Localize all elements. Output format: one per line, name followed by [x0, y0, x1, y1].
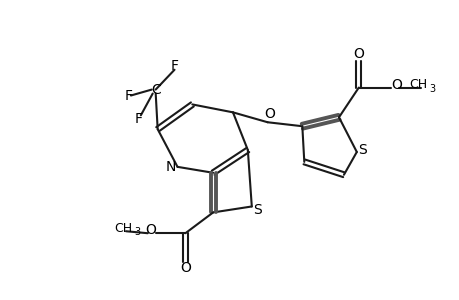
Text: O: O	[179, 261, 190, 275]
Text: F: F	[125, 88, 133, 103]
Text: CH: CH	[409, 78, 426, 91]
Text: 3: 3	[134, 227, 140, 237]
Text: O: O	[353, 47, 364, 61]
Text: F: F	[170, 59, 178, 73]
Text: O: O	[145, 223, 156, 237]
Text: S: S	[253, 203, 262, 218]
Text: N: N	[165, 160, 175, 174]
Text: O: O	[390, 78, 401, 92]
Text: 3: 3	[428, 84, 434, 94]
Text: C: C	[151, 82, 160, 97]
Text: F: F	[134, 112, 143, 126]
Text: CH: CH	[114, 222, 132, 235]
Text: S: S	[358, 143, 366, 157]
Text: O: O	[263, 107, 274, 121]
